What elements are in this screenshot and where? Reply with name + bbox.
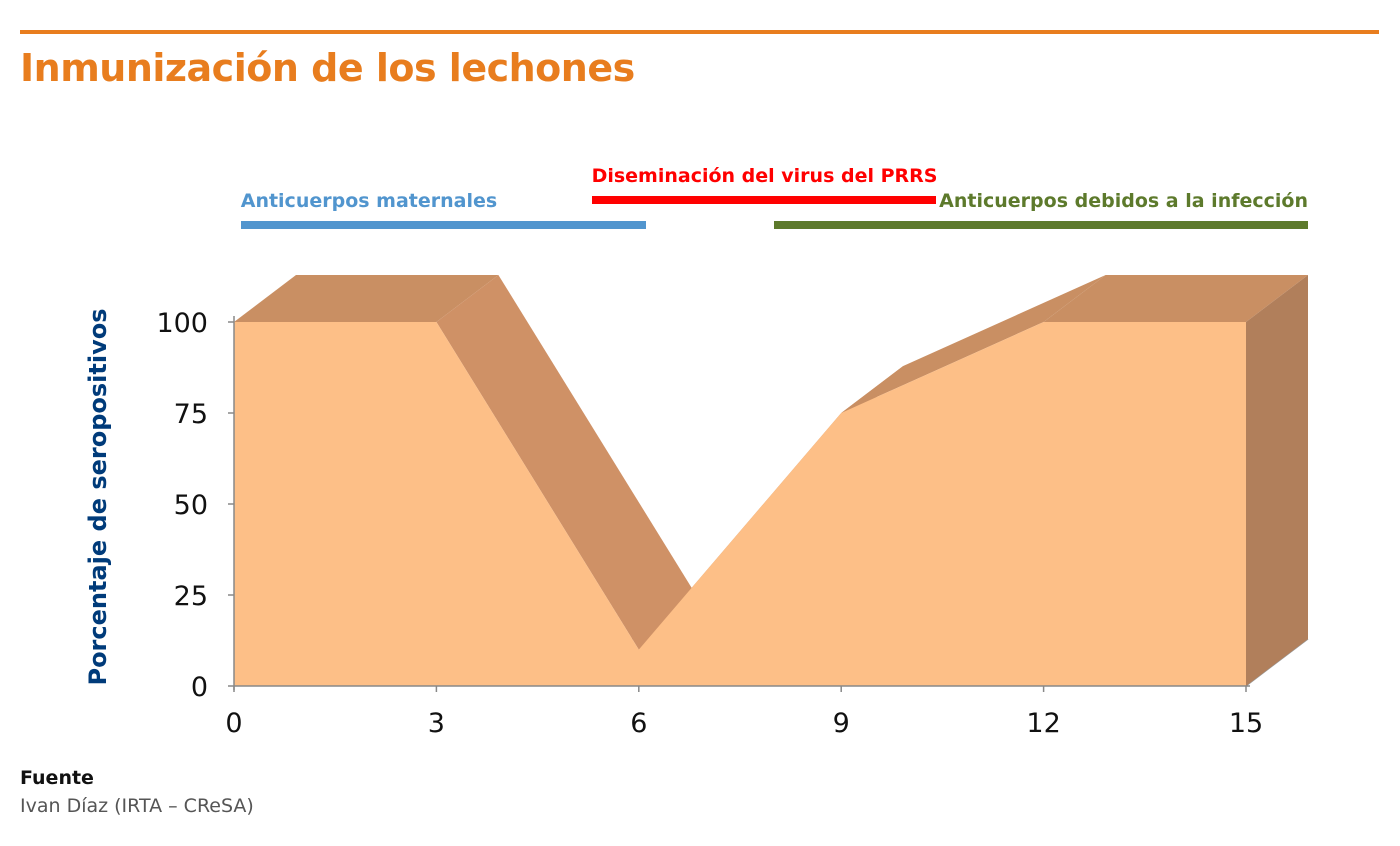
front-face	[234, 322, 1246, 686]
phase-bar-2	[591, 196, 936, 204]
phase-label-2: Diseminación del virus del PRRS	[591, 165, 938, 187]
top-face-4	[1043, 275, 1308, 322]
phase-label-1: Anticuerpos maternales	[240, 190, 498, 212]
side-face	[1246, 275, 1308, 686]
y-tick-label-75: 75	[174, 399, 208, 430]
phase-bar-3	[773, 221, 1308, 229]
top-face-1	[436, 275, 701, 650]
y-tick-label-50: 50	[174, 490, 208, 521]
page-title: Inmunización de los lechones	[20, 46, 635, 90]
top-face-3	[841, 275, 1106, 413]
y-tick-label-100: 100	[156, 308, 208, 339]
y-tick-label-25: 25	[174, 581, 208, 612]
top-rule	[20, 30, 1379, 34]
x-tick-label-6: 6	[630, 708, 647, 739]
x-tick-label-9: 9	[833, 708, 850, 739]
area-chart-3d: 0 3 6 9 12 15 0 25 50 75 100 Porcentaje de seroposi…	[84, 275, 1309, 739]
y-axis-title: Porcentaje de seropositivos	[84, 308, 112, 685]
phase-label-3: Anticuerpos debidos a la infección	[939, 190, 1308, 212]
source-text: Ivan Díaz (IRTA – CReSA)	[20, 795, 254, 817]
x-tick-label-0: 0	[225, 708, 242, 739]
y-tick-label-0: 0	[191, 672, 208, 703]
phase-bar-1	[240, 221, 646, 229]
x-tick-label-3: 3	[428, 708, 445, 739]
top-face-0	[234, 275, 499, 322]
source-label: Fuente	[20, 767, 94, 789]
x-tick-label-15: 15	[1229, 708, 1263, 739]
x-tick-label-12: 12	[1026, 708, 1060, 739]
